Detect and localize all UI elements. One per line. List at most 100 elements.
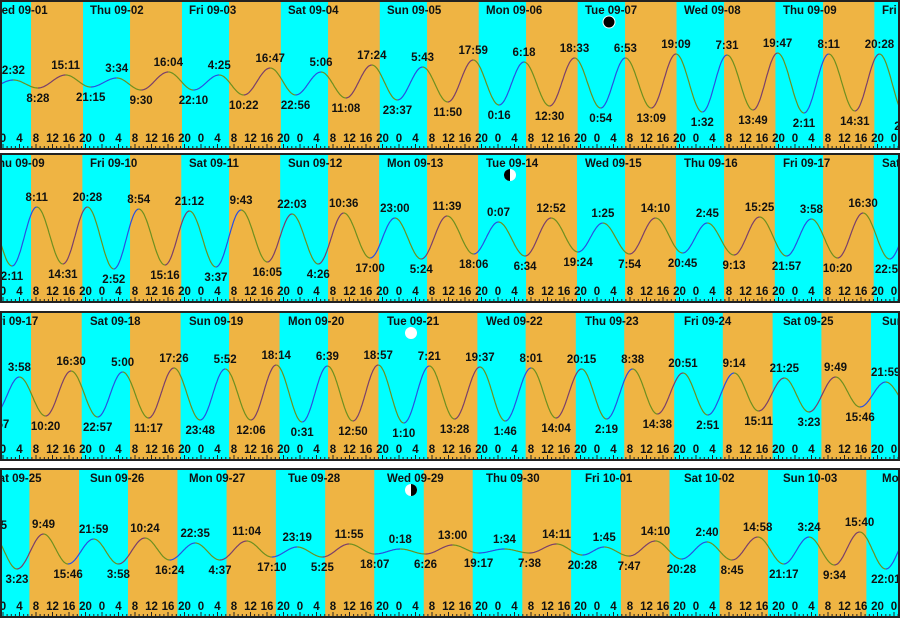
rising-tide-segment [525, 217, 552, 257]
high-tide-label: 23:19 [282, 532, 311, 544]
tide-strip: 19:472:118:1114:3120:282:528:5415:1621:1… [0, 153, 900, 303]
rising-tide-segment [148, 367, 174, 419]
hour-tick-label: 20 [475, 286, 488, 298]
hour-tick-label: 16 [558, 133, 571, 145]
hour-tick-label: 12 [838, 444, 851, 456]
hour-tick-label: 0 [0, 601, 6, 613]
hour-tick-label: 16 [261, 444, 274, 456]
high-tide-label: 9:14 [723, 358, 747, 370]
hour-tick-label: 8 [231, 444, 238, 456]
low-tide-label: 2:11 [1, 271, 24, 283]
hour-tick-label: 8 [330, 444, 337, 456]
hour-tick-label: 4 [511, 444, 518, 456]
hour-tick-label: 0 [594, 601, 600, 613]
low-tide-label: 20:45 [668, 258, 698, 270]
hour-tick-label: 8 [528, 444, 535, 456]
hour-tick-label: 8 [33, 286, 40, 298]
hour-tick-label: 16 [657, 286, 670, 298]
hour-tick-label: 0 [693, 601, 699, 613]
rising-tide-segment [681, 541, 707, 560]
daylight-band [328, 311, 379, 461]
low-tide-label: 18:06 [459, 259, 488, 271]
hour-tick-label: 20 [79, 444, 92, 456]
high-tide-label: 5:00 [111, 357, 134, 369]
low-tide-label: 7:54 [618, 259, 642, 271]
falling-tide-segment [65, 74, 91, 88]
rising-tide-segment [403, 365, 430, 424]
high-tide-label: 22:35 [180, 528, 210, 540]
rising-tide-segment [37, 74, 66, 89]
hour-tick-label: 8 [528, 133, 535, 145]
hour-tick-label: 12 [46, 444, 59, 456]
hour-tick-label: 16 [162, 444, 175, 456]
daylight-band [526, 153, 577, 303]
hour-tick-label: 20 [673, 444, 686, 456]
hour-tick-label: 16 [261, 286, 274, 298]
high-tide-label: 11:39 [433, 201, 462, 213]
falling-tide-segment [297, 546, 323, 558]
hour-tick-label: 4 [412, 444, 419, 456]
hour-tick-label: 12 [343, 601, 356, 613]
hour-tick-label: 12 [145, 601, 158, 613]
hour-tick-label: 12 [541, 286, 554, 298]
falling-tide-segment [574, 57, 601, 109]
hour-tick-label: 20 [475, 133, 488, 145]
hour-tick-label: 20 [277, 286, 290, 298]
rising-tide-segment [600, 57, 626, 109]
hour-tick-label: 0 [99, 133, 105, 145]
hour-tick-label: 16 [756, 133, 769, 145]
hour-tick-label: 0 [495, 444, 501, 456]
hour-tick-label: 4 [115, 133, 122, 145]
day-label: Thu 09-16 [684, 158, 738, 170]
hour-tick-label: 16 [756, 601, 769, 613]
day-label: Tue 09-21 [387, 316, 440, 328]
day-label: Fri 09-10 [90, 158, 137, 170]
rising-tide-segment [67, 538, 94, 565]
falling-tide-segment [291, 213, 319, 265]
day-label: Sat 09-25 [783, 316, 834, 328]
high-tide-label: 2:40 [695, 527, 718, 539]
hour-tick-label: 0 [891, 444, 897, 456]
high-tide-label: 10:24 [130, 523, 160, 535]
hour-tick-label: 12 [244, 133, 257, 145]
hour-tick-label: 4 [115, 444, 122, 456]
hour-tick-label: 4 [412, 133, 419, 145]
low-tide-label: 1:32 [691, 117, 714, 129]
rising-tide-segment [837, 212, 864, 259]
rising-tide-segment [243, 67, 271, 96]
rising-tide-segment [582, 546, 605, 556]
falling-tide-segment [581, 368, 607, 420]
hour-tick-label: 4 [115, 286, 122, 298]
high-tide-label: 2:32 [2, 65, 25, 77]
rising-tide-segment [758, 377, 785, 412]
hour-tick-label: 20 [772, 601, 785, 613]
falling-tide-segment [556, 543, 583, 556]
high-tide-label: 6:53 [614, 43, 637, 55]
hour-tick-label: 0 [594, 444, 600, 456]
hour-tick-label: 4 [16, 444, 23, 456]
hour-tick-label: 8 [132, 601, 139, 613]
daylight-band [620, 468, 670, 618]
rising-tide-segment [707, 372, 735, 416]
hour-tick-label: 12 [145, 444, 158, 456]
hour-tick-label: 0 [198, 444, 204, 456]
hour-tick-label: 0 [693, 286, 699, 298]
hour-tick-label: 12 [739, 601, 752, 613]
low-tide-label: 10:22 [229, 100, 258, 112]
hour-tick-label: 12 [244, 601, 257, 613]
hour-tick-label: 0 [297, 286, 303, 298]
high-tide-label: 6:39 [316, 351, 339, 363]
high-tide-label: 9:49 [824, 362, 847, 374]
hour-tick-label: 0 [396, 133, 402, 145]
hour-tick-label: 20 [376, 286, 389, 298]
rising-tide-segment [193, 74, 220, 91]
hour-tick-label: 0 [198, 286, 204, 298]
hour-tick-label: 16 [162, 601, 175, 613]
hour-tick-label: 8 [825, 286, 832, 298]
daylight-band [226, 468, 276, 618]
falling-tide-segment [879, 53, 900, 111]
falling-tide-segment [400, 548, 426, 555]
hour-tick-label: 0 [396, 601, 402, 613]
day-label: Sun 09-19 [189, 316, 243, 328]
low-tide-label: 5:24 [410, 264, 434, 276]
